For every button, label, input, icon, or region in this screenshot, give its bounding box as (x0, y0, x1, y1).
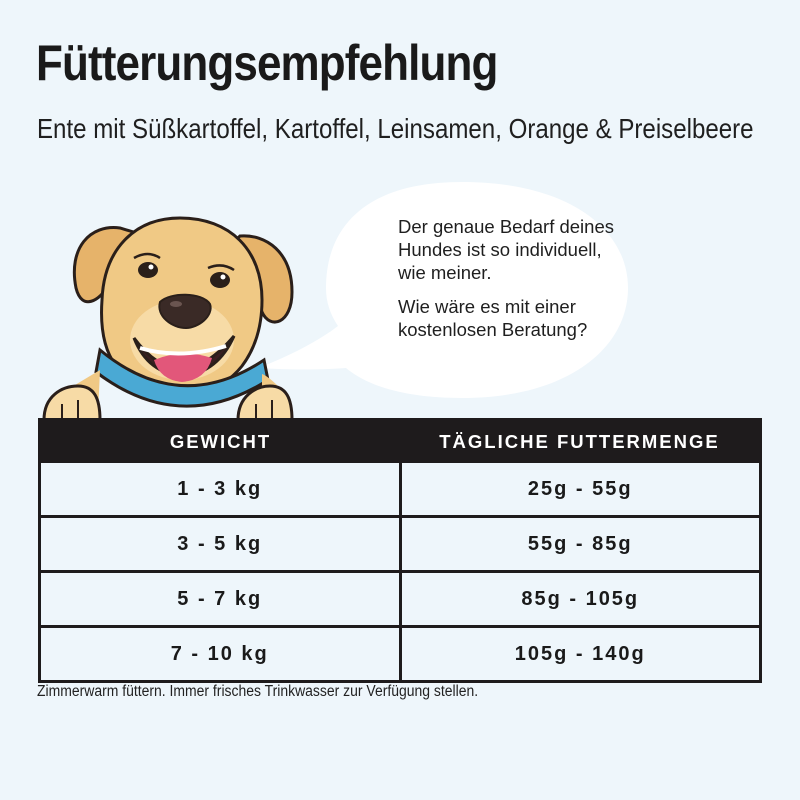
cell-weight: 7 - 10 kg (170, 642, 269, 665)
dog-right-paw (236, 384, 294, 422)
table-row: 5 - 7 kg 85g - 105g (41, 570, 759, 625)
table-header: GEWICHT TÄGLICHE FUTTERMENGE (41, 421, 759, 463)
cell-amount: 55g - 85g (398, 518, 760, 570)
bubble-line-1: Der genaue Bedarf deines Hundes ist so i… (398, 216, 614, 283)
bubble-text: Der genaue Bedarf deines Hundes ist so i… (398, 215, 628, 352)
cell-weight: 1 - 3 kg (177, 477, 263, 500)
header-weight: GEWICHT (169, 431, 272, 452)
dog-tongue (154, 353, 212, 382)
table-row: 3 - 5 kg 55g - 85g (41, 515, 759, 570)
dog-illustration (42, 216, 294, 422)
table-row: 1 - 3 kg 25g - 55g (41, 463, 759, 515)
dog-left-paw (42, 384, 102, 422)
cell-amount: 25g - 55g (398, 463, 760, 515)
dog-right-eye (210, 272, 230, 288)
cell-amount: 85g - 105g (398, 573, 760, 625)
dog-left-eye (138, 262, 158, 278)
speech-bubble (258, 182, 628, 398)
table-body: 1 - 3 kg 25g - 55g 3 - 5 kg 55g - 85g 5 … (41, 463, 759, 680)
cell-amount: 105g - 140g (398, 628, 760, 680)
cell-weight: 3 - 5 kg (177, 532, 263, 555)
cell-weight: 5 - 7 kg (177, 587, 263, 610)
header-daily-amount: TÄGLICHE FUTTERMENGE (439, 431, 720, 452)
footnote: Zimmerwarm füttern. Immer frisches Trink… (37, 683, 479, 700)
page-subtitle: Ente mit Süßkartoffel, Kartoffel, Leinsa… (37, 113, 754, 144)
feeding-table: GEWICHT TÄGLICHE FUTTERMENGE 1 - 3 kg 25… (38, 418, 762, 683)
page-title: Fütterungsempfehlung (36, 35, 498, 91)
table-row: 7 - 10 kg 105g - 140g (41, 625, 759, 680)
bubble-line-2: Wie wäre es mit einer kostenlosen Beratu… (398, 296, 588, 340)
